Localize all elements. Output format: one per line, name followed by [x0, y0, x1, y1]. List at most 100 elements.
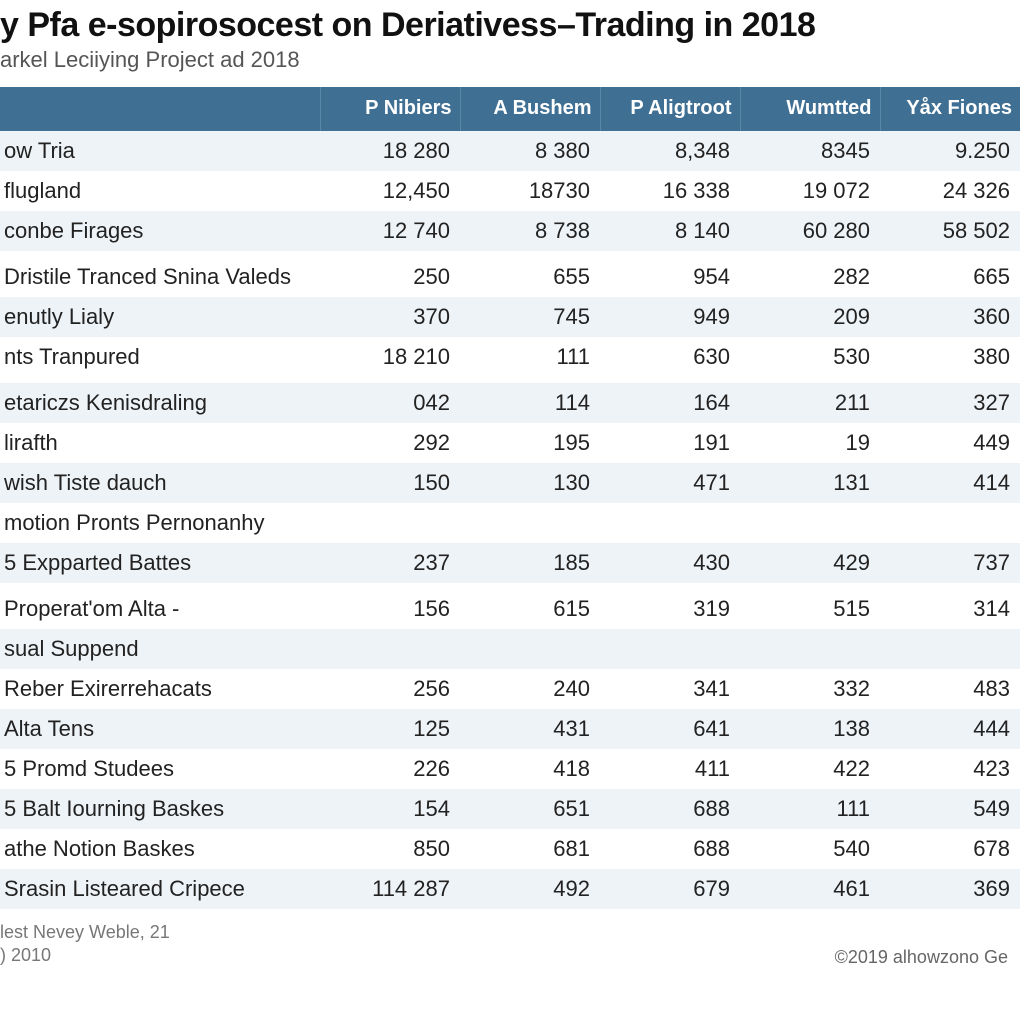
row-value: 540	[740, 829, 880, 869]
row-value: 185	[460, 543, 600, 586]
page-subtitle: arkel Leciiying Project ad 2018	[0, 47, 1008, 73]
row-value	[600, 629, 740, 669]
page-title: y Pfa e-sopirosocest on Deriativess–Trad…	[0, 6, 1008, 45]
footer-copyright: ©2019 alhowzono Ge	[835, 947, 1008, 968]
table-row: wish Tiste dauch150130471131414	[0, 463, 1020, 503]
table-row: flugland12,4501873016 33819 07224 326	[0, 171, 1020, 211]
row-value: 237	[320, 543, 460, 586]
row-value: 471	[600, 463, 740, 503]
row-label: nts Tranpured	[0, 337, 320, 380]
row-value: 226	[320, 749, 460, 789]
row-value: 444	[880, 709, 1020, 749]
table-row: 5 Expparted Battes237185430429737	[0, 543, 1020, 586]
row-value: 422	[740, 749, 880, 789]
row-value: 8,348	[600, 131, 740, 171]
row-value	[880, 503, 1020, 543]
row-value: 12,450	[320, 171, 460, 211]
row-value: 483	[880, 669, 1020, 709]
row-value: 651	[460, 789, 600, 829]
table-row: 5 Balt Iourning Baskes154651688111549	[0, 789, 1020, 829]
row-value	[740, 629, 880, 669]
row-value: 156	[320, 586, 460, 629]
row-label: Properat'om Alta -	[0, 586, 320, 629]
table-row: Dristile Tranced Snina Valeds25065595428…	[0, 254, 1020, 297]
row-value: 341	[600, 669, 740, 709]
row-value: 414	[880, 463, 1020, 503]
row-value: 12 740	[320, 211, 460, 254]
table-row: athe Notion Baskes850681688540678	[0, 829, 1020, 869]
table-row: lirafth29219519119449	[0, 423, 1020, 463]
row-value: 111	[460, 337, 600, 380]
row-value: 8 140	[600, 211, 740, 254]
table-row: motion Pronts Pernonanhy	[0, 503, 1020, 543]
row-value: 449	[880, 423, 1020, 463]
row-value: 250	[320, 254, 460, 297]
row-value: 515	[740, 586, 880, 629]
col-header-1: P Nibiers	[320, 87, 460, 131]
row-value: 154	[320, 789, 460, 829]
table-row: Reber Exirerrehacats256240341332483	[0, 669, 1020, 709]
row-value: 16 338	[600, 171, 740, 211]
row-value: 549	[880, 789, 1020, 829]
row-label: Dristile Tranced Snina Valeds	[0, 254, 320, 297]
row-label: Alta Tens	[0, 709, 320, 749]
row-value: 431	[460, 709, 600, 749]
table-row: nts Tranpured18 210111630530380	[0, 337, 1020, 380]
row-value: 423	[880, 749, 1020, 789]
row-value: 655	[460, 254, 600, 297]
row-label: flugland	[0, 171, 320, 211]
row-value: 042	[320, 380, 460, 423]
row-value: 411	[600, 749, 740, 789]
row-value: 429	[740, 543, 880, 586]
row-value: 745	[460, 297, 600, 337]
row-value	[600, 503, 740, 543]
row-value: 332	[740, 669, 880, 709]
row-value	[740, 503, 880, 543]
row-label: athe Notion Baskes	[0, 829, 320, 869]
row-value: 380	[880, 337, 1020, 380]
col-header-3: P Aligtroot	[600, 87, 740, 131]
row-value: 19 072	[740, 171, 880, 211]
footer-note-2: ) 2010	[0, 944, 170, 967]
table-row: sual Suppend	[0, 629, 1020, 669]
row-value: 641	[600, 709, 740, 749]
row-value: 678	[880, 829, 1020, 869]
row-value: 430	[600, 543, 740, 586]
row-value: 630	[600, 337, 740, 380]
row-value: 8 738	[460, 211, 600, 254]
row-value: 319	[600, 586, 740, 629]
row-label: 5 Promd Studees	[0, 749, 320, 789]
row-value: 688	[600, 789, 740, 829]
row-value: 615	[460, 586, 600, 629]
table-row: Alta Tens125431641138444	[0, 709, 1020, 749]
row-value: 58 502	[880, 211, 1020, 254]
row-value: 164	[600, 380, 740, 423]
row-value: 492	[460, 869, 600, 909]
row-value: 191	[600, 423, 740, 463]
row-value: 681	[460, 829, 600, 869]
row-value: 8345	[740, 131, 880, 171]
row-value: 8 380	[460, 131, 600, 171]
row-value: 211	[740, 380, 880, 423]
row-value: 737	[880, 543, 1020, 586]
row-label: Srasin Listeared Cripece	[0, 869, 320, 909]
row-value: 60 280	[740, 211, 880, 254]
row-value	[880, 629, 1020, 669]
row-value: 360	[880, 297, 1020, 337]
row-value: 461	[740, 869, 880, 909]
row-value: 688	[600, 829, 740, 869]
row-value: 209	[740, 297, 880, 337]
row-value: 850	[320, 829, 460, 869]
row-value: 19	[740, 423, 880, 463]
row-value: 114	[460, 380, 600, 423]
row-value: 665	[880, 254, 1020, 297]
row-value: 292	[320, 423, 460, 463]
row-value: 18730	[460, 171, 600, 211]
col-header-4: Wumtted	[740, 87, 880, 131]
row-value: 24 326	[880, 171, 1020, 211]
row-value: 314	[880, 586, 1020, 629]
data-table: P Nibiers A Bushem P Aligtroot Wumtted Y…	[0, 87, 1020, 909]
row-label: etariczs Kenisdraling	[0, 380, 320, 423]
row-value: 369	[880, 869, 1020, 909]
table-row: 5 Promd Studees226418411422423	[0, 749, 1020, 789]
